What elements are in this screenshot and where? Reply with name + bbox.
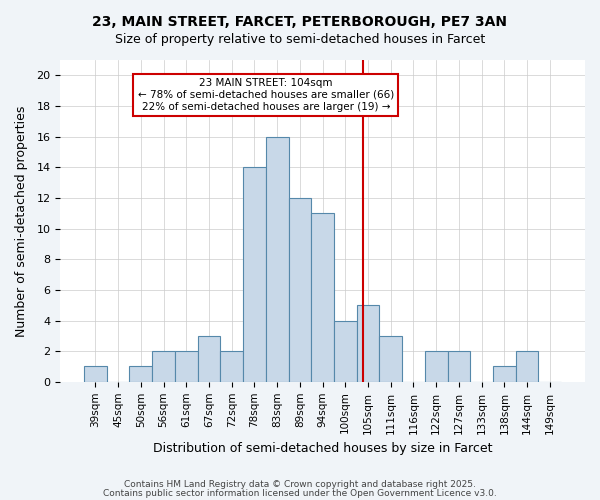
Bar [266,136,289,382]
Bar [356,305,379,382]
Bar [130,366,152,382]
Bar [311,213,334,382]
Bar [448,351,470,382]
Bar [220,351,243,382]
Bar [152,351,175,382]
Bar [175,351,197,382]
Text: 23 MAIN STREET: 104sqm
← 78% of semi-detached houses are smaller (66)
22% of sem: 23 MAIN STREET: 104sqm ← 78% of semi-det… [137,78,394,112]
Bar [84,366,107,382]
Bar [197,336,220,382]
Text: Size of property relative to semi-detached houses in Farcet: Size of property relative to semi-detach… [115,32,485,46]
Text: Contains public sector information licensed under the Open Government Licence v3: Contains public sector information licen… [103,488,497,498]
Text: 23, MAIN STREET, FARCET, PETERBOROUGH, PE7 3AN: 23, MAIN STREET, FARCET, PETERBOROUGH, P… [92,15,508,29]
X-axis label: Distribution of semi-detached houses by size in Farcet: Distribution of semi-detached houses by … [153,442,493,455]
Y-axis label: Number of semi-detached properties: Number of semi-detached properties [15,105,28,336]
Bar [289,198,311,382]
Bar [425,351,448,382]
Bar [379,336,402,382]
Bar [493,366,516,382]
Bar [243,168,266,382]
Text: Contains HM Land Registry data © Crown copyright and database right 2025.: Contains HM Land Registry data © Crown c… [124,480,476,489]
Bar [334,320,356,382]
Bar [516,351,538,382]
